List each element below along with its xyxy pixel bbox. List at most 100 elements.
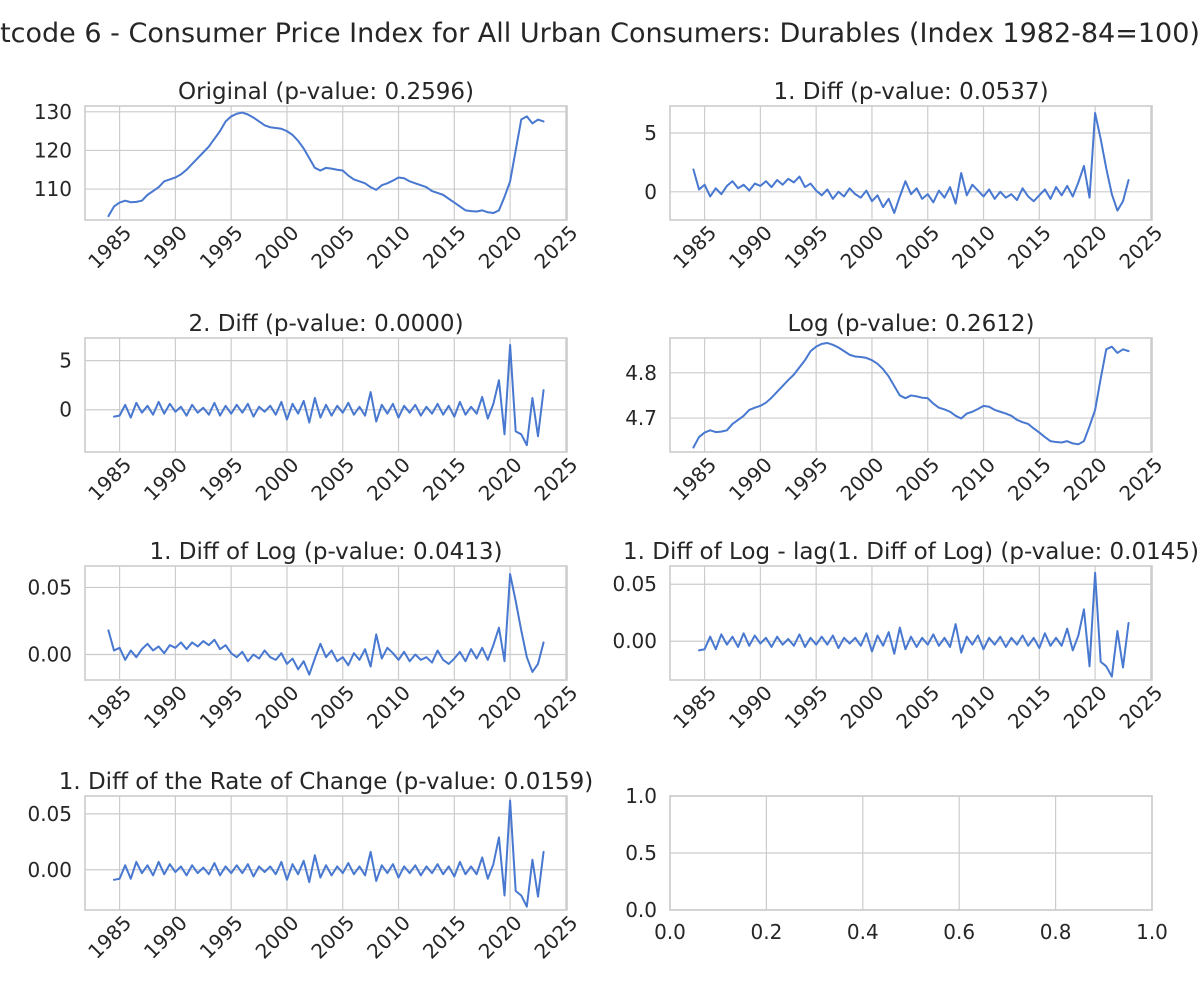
y-tick-label: 0.00 (612, 629, 657, 653)
subplot-3: 2. Diff (p-value: 0.0000)1985 1990 1995 200… (59, 311, 582, 506)
x-tick-label: 2025 (529, 681, 582, 734)
x-tick-label: 2025 (1114, 453, 1167, 506)
x-tick-label: 1985 (668, 681, 721, 734)
x-tick-label: 2000 (251, 911, 304, 964)
x-tick-label: 1985 (668, 221, 721, 274)
x-tick-label: 1990 (139, 453, 192, 506)
subplot-2: 1. Diff (p-value: 0.0537)1985 1990 1995 200… (644, 79, 1167, 274)
y-tick-label: 1.0 (625, 784, 657, 808)
x-tick-label: 2005 (891, 681, 944, 734)
y-tick-label: 110 (34, 177, 72, 201)
x-tick-label: 2005 (306, 453, 359, 506)
series-line (107, 111, 545, 218)
x-tick-label: 2010 (947, 453, 1000, 506)
x-tick-label: 0.6 (943, 920, 975, 944)
x-tick-label: 2015 (418, 453, 471, 506)
y-tick-label: 0.05 (27, 802, 72, 826)
y-tick-label: 0.05 (612, 572, 657, 596)
x-tick-label: 2000 (251, 453, 304, 506)
subplot-title: Log (p-value: 0.2612) (788, 311, 1035, 337)
x-tick-label: 1995 (780, 453, 833, 506)
subplot-5: 1. Diff of Log (p-value: 0.0413) 1985 1990… (27, 539, 582, 734)
x-tick-label: 1995 (195, 681, 248, 734)
series-line (692, 341, 1130, 449)
x-tick-label: 2005 (306, 911, 359, 964)
y-tick-label: 130 (34, 100, 72, 124)
x-tick-label: 2020 (474, 453, 527, 506)
y-tick-label: 5 (644, 121, 657, 145)
plot-area-frame (84, 565, 568, 681)
plot-area-frame (669, 105, 1153, 221)
x-tick-label: 2000 (836, 681, 889, 734)
subplot-title: 1. Diff of the Rate of Change (p-value: … (59, 769, 594, 795)
x-tick-label: 1985 (83, 453, 136, 506)
y-tick-label: 0.00 (27, 643, 72, 667)
x-tick-label: 1.0 (1136, 920, 1168, 944)
x-tick-label: 2025 (1114, 221, 1167, 274)
x-tick-label: 0.2 (750, 920, 782, 944)
x-tick-label: 2020 (1059, 681, 1112, 734)
x-tick-label: 2020 (474, 221, 527, 274)
x-tick-label: 2005 (891, 221, 944, 274)
x-tick-label: 1995 (780, 221, 833, 274)
x-tick-label: 2005 (306, 681, 359, 734)
subplot-6: 1. Diff of Log - lag(1. Diff of Log) (p-… (612, 539, 1199, 734)
x-tick-label: 2025 (1114, 681, 1167, 734)
x-tick-label: 1990 (724, 681, 777, 734)
x-tick-label: 2005 (891, 453, 944, 506)
plot-area-frame (669, 337, 1153, 453)
x-tick-label: 2020 (474, 911, 527, 964)
x-tick-label: 2000 (836, 453, 889, 506)
x-tick-label: 0.0 (654, 920, 686, 944)
y-tick-label: 120 (34, 138, 72, 162)
x-tick-label: 2000 (836, 221, 889, 274)
plot-area-frame (669, 565, 1153, 681)
plot-area-frame (84, 795, 568, 911)
x-tick-label: 2025 (529, 911, 582, 964)
subplot-4: Log (p-value: 0.2612) 1985 1990 1995 2000 200… (625, 311, 1167, 506)
x-tick-label: 2010 (947, 221, 1000, 274)
x-tick-label: 1995 (780, 681, 833, 734)
y-tick-label: 0.00 (27, 858, 72, 882)
y-tick-label: 4.7 (625, 406, 657, 430)
subplot-title: 1. Diff of Log - lag(1. Diff of Log) (p-… (623, 539, 1199, 565)
x-tick-label: 0.8 (1040, 920, 1072, 944)
x-tick-label: 1995 (195, 221, 248, 274)
x-tick-label: 2015 (418, 911, 471, 964)
y-tick-label: 0.05 (27, 575, 72, 599)
x-tick-label: 1990 (724, 221, 777, 274)
y-tick-label: 0 (59, 398, 72, 422)
y-tick-label: 0.0 (625, 898, 657, 922)
x-tick-label: 1985 (83, 221, 136, 274)
x-tick-label: 1995 (195, 911, 248, 964)
x-tick-label: 1985 (83, 681, 136, 734)
x-tick-label: 2010 (362, 453, 415, 506)
x-tick-label: 2000 (251, 221, 304, 274)
x-tick-label: 2025 (529, 453, 582, 506)
plot-area-frame (84, 105, 568, 221)
x-tick-label: 2025 (529, 221, 582, 274)
x-tick-label: 0.4 (847, 920, 879, 944)
x-tick-label: 2015 (1003, 453, 1056, 506)
x-tick-label: 2010 (362, 681, 415, 734)
x-tick-label: 1990 (724, 453, 777, 506)
x-tick-label: 2020 (1059, 453, 1112, 506)
series-line (107, 573, 545, 676)
series-line (692, 112, 1130, 214)
series-line (113, 799, 545, 908)
subplot-7: 1. Diff of the Rate of Change (p-value: … (27, 769, 593, 964)
subplot-title: 1. Diff (p-value: 0.0537) (773, 79, 1048, 105)
x-tick-label: 1990 (139, 221, 192, 274)
x-tick-label: 2020 (1059, 221, 1112, 274)
x-tick-label: 1985 (83, 911, 136, 964)
series-line (113, 343, 545, 447)
x-tick-label: 2015 (418, 681, 471, 734)
y-tick-label: 4.8 (625, 361, 657, 385)
x-tick-label: 2020 (474, 681, 527, 734)
y-tick-label: 0.5 (625, 841, 657, 865)
figure-title: tcode 6 - Consumer Price Index for All U… (0, 18, 1200, 49)
x-tick-label: 1995 (195, 453, 248, 506)
y-tick-label: 0 (644, 180, 657, 204)
x-tick-label: 1990 (139, 911, 192, 964)
